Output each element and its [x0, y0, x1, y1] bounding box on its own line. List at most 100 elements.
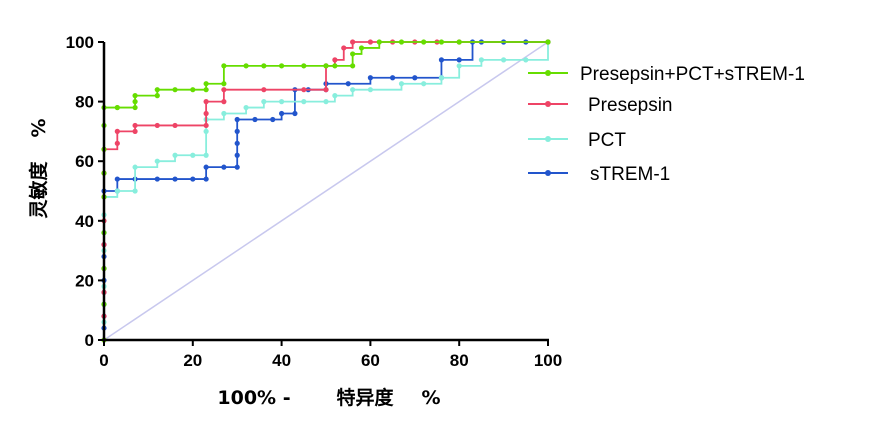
data-point: [270, 116, 276, 123]
data-point: [301, 63, 307, 69]
x-tick-label: 60: [361, 351, 380, 370]
legend: Presepsin+PCT+sTREM-1 Presepsin PCT sTREM-1: [528, 64, 805, 185]
data-point: [350, 39, 356, 45]
data-point: [203, 99, 209, 105]
data-point: [367, 39, 373, 45]
data-point: [261, 87, 267, 93]
data-point: [292, 110, 298, 117]
data-point: [154, 87, 160, 93]
legend-swatch-marker: [545, 170, 551, 176]
data-point: [203, 152, 209, 158]
data-point: [456, 39, 462, 45]
y-tick-label: 40: [75, 212, 94, 231]
data-point: [114, 176, 120, 182]
data-point: [132, 104, 138, 111]
legend-swatch-marker: [545, 136, 551, 142]
data-point: [501, 57, 507, 63]
data-point: [358, 45, 365, 51]
data-point: [172, 152, 178, 158]
data-point: [203, 164, 209, 170]
data-point: [438, 75, 445, 81]
data-point: [421, 39, 427, 45]
data-point: [545, 39, 551, 45]
data-point: [301, 99, 307, 105]
legend-item: Presepsin: [528, 95, 673, 116]
data-point: [345, 81, 351, 87]
data-point: [221, 110, 227, 117]
legend-label: Presepsin+PCT+sTREM-1: [580, 64, 805, 85]
data-point: [350, 63, 356, 69]
data-point: [279, 110, 285, 117]
data-point: [456, 57, 462, 63]
legend-label: PCT: [588, 130, 626, 151]
y-tick-label: 0: [85, 331, 94, 350]
data-point: [154, 158, 160, 164]
data-point: [221, 63, 227, 69]
x-axis-title-left: 100% -: [217, 387, 290, 409]
data-point: [132, 164, 138, 170]
data-point: [367, 75, 373, 81]
x-tick-label: 40: [272, 351, 291, 370]
data-point: [221, 81, 227, 87]
data-point: [341, 45, 347, 51]
y-tick-label: 60: [75, 152, 94, 171]
y-axis-unit: %: [28, 118, 50, 137]
reference-line: [103, 41, 549, 341]
data-point: [421, 81, 427, 87]
data-point: [323, 63, 329, 69]
data-point: [203, 122, 209, 129]
data-point: [234, 128, 240, 134]
y-tick-label: 80: [75, 93, 94, 112]
data-point: [398, 39, 405, 45]
data-point: [154, 122, 160, 129]
data-point: [132, 188, 138, 194]
legend-item: sTREM-1: [528, 164, 670, 185]
data-point: [172, 87, 178, 93]
data-point: [203, 110, 209, 117]
data-point: [243, 63, 249, 69]
data-point: [438, 57, 445, 63]
legend-label: Presepsin: [588, 95, 673, 116]
legend-item: Presepsin+PCT+sTREM-1: [528, 64, 805, 85]
x-tick-label: 100: [534, 351, 562, 370]
data-point: [332, 93, 338, 99]
data-point: [132, 128, 138, 134]
data-point: [172, 176, 178, 182]
data-point: [203, 81, 209, 87]
data-point: [301, 87, 307, 93]
data-point: [203, 87, 209, 93]
data-point: [478, 57, 484, 63]
data-point: [367, 87, 373, 93]
data-point: [234, 140, 240, 146]
data-point: [350, 51, 356, 57]
x-axis-title-right: 特异度: [336, 386, 394, 409]
data-point: [114, 104, 120, 111]
data-point: [221, 87, 227, 93]
data-point: [279, 63, 285, 69]
ticks: 0 20 40 60 80 100 0 20 40 60 80 100: [66, 33, 563, 370]
y-axis-title: 灵敏度: [27, 161, 50, 219]
data-point: [243, 104, 249, 111]
data-point: [279, 99, 285, 105]
reference-diagonal: [103, 41, 549, 341]
data-point: [332, 63, 338, 69]
x-tick-label: 80: [450, 351, 469, 370]
data-point: [234, 164, 240, 170]
data-point: [398, 81, 405, 87]
data-point: [132, 93, 138, 99]
data-point: [114, 140, 120, 146]
data-point: [332, 57, 338, 63]
data-point: [252, 116, 258, 123]
data-point: [190, 87, 196, 93]
x-tick-label: 0: [99, 351, 108, 370]
data-point: [523, 57, 529, 63]
data-point: [390, 75, 396, 81]
legend-label: sTREM-1: [590, 164, 670, 185]
data-point: [190, 152, 196, 158]
data-point: [323, 99, 329, 105]
data-point: [412, 75, 418, 81]
data-point: [221, 99, 227, 105]
data-point: [172, 122, 178, 129]
data-point: [114, 188, 120, 194]
